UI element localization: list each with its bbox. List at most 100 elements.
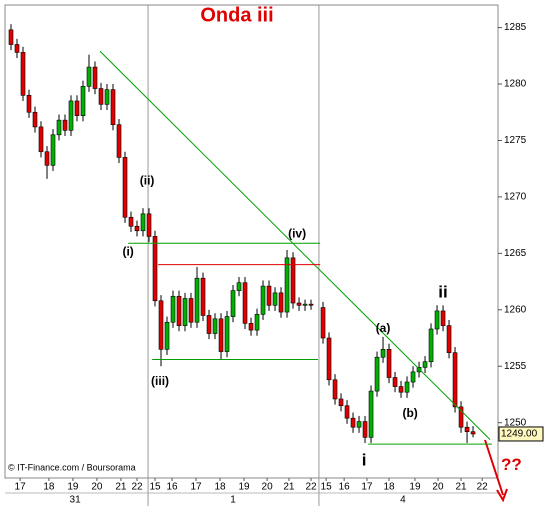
candle-body: [212, 318, 218, 334]
candle-body: [230, 290, 236, 317]
x-tick-label: 21: [455, 482, 467, 493]
day-label: 31: [70, 495, 82, 506]
y-tick-label: 1280: [504, 79, 527, 90]
y-tick-label: 1250: [504, 417, 527, 428]
x-tick-label: 18: [214, 482, 226, 493]
x-tick-label: 17: [15, 482, 27, 493]
candle-body: [236, 282, 242, 291]
candle-body: [410, 371, 416, 383]
chart-title: Onda iii: [200, 4, 273, 26]
candle-body: [284, 257, 290, 313]
candle-body: [458, 406, 464, 428]
candle-body: [38, 126, 44, 153]
y-tick-label: 1270: [504, 192, 527, 203]
last-price-box: [498, 426, 544, 442]
candle-body: [386, 349, 392, 378]
candle-body: [146, 213, 152, 237]
candle-body: [140, 213, 146, 232]
candle-body: [62, 119, 68, 131]
candle-body: [446, 325, 452, 353]
candle-body: [242, 282, 248, 324]
candle-body: [92, 66, 98, 89]
candle-body: [428, 328, 434, 363]
candle-body: [272, 292, 278, 306]
candle-body: [302, 303, 308, 306]
candle-body: [254, 314, 260, 331]
wave-label: (iii): [151, 374, 169, 388]
last-price-label: 1249.00: [501, 429, 538, 440]
candle-body: [158, 300, 164, 350]
wave-label: ii: [438, 282, 447, 301]
candle-body: [116, 124, 122, 158]
x-tick-label: 21: [115, 482, 127, 493]
candle-body: [404, 381, 410, 393]
candle-body: [338, 398, 344, 407]
wave-label: (ii): [140, 173, 155, 187]
day-label: 4: [400, 495, 406, 506]
candle-body: [26, 95, 32, 113]
x-tick-label: 20: [432, 482, 444, 493]
plot-frame: [4, 4, 499, 479]
candle-body: [56, 119, 62, 136]
candle-body: [110, 89, 116, 125]
candle-body: [362, 421, 368, 438]
candle-body: [122, 157, 128, 218]
candle-body: [176, 295, 182, 326]
candle-body: [170, 295, 176, 323]
candle-body: [452, 352, 458, 408]
candle-body: [374, 356, 380, 392]
candle-body: [320, 307, 326, 339]
candle-body: [440, 310, 446, 326]
wave-label: ??: [501, 455, 522, 474]
candle-body: [296, 302, 302, 306]
candle-body: [290, 257, 296, 304]
x-tick-label: 19: [409, 482, 421, 493]
candle-body: [182, 298, 188, 326]
x-tick-label: 15: [149, 482, 161, 493]
source: © IT-Finance.com / Boursorama: [8, 462, 136, 472]
y-tick-label: 1275: [504, 135, 527, 146]
trend-line: [99, 50, 491, 440]
candle-body: [194, 277, 200, 323]
candle-body: [188, 298, 194, 323]
wave-label: (iv): [288, 226, 306, 240]
x-tick-label: 20: [91, 482, 103, 493]
candle-body: [332, 379, 338, 400]
candle-body: [434, 310, 440, 330]
candle-body: [266, 285, 272, 306]
candle-body: [68, 100, 74, 131]
x-tick-label: 16: [166, 482, 178, 493]
candle-body: [128, 216, 134, 227]
y-tick-label: 1255: [504, 361, 527, 372]
candle-body: [200, 277, 206, 316]
x-tick-label: 20: [262, 482, 274, 493]
candle-body: [248, 323, 254, 331]
wave-label: i: [362, 451, 367, 470]
candle-body: [104, 89, 110, 105]
x-tick-label: 22: [131, 482, 143, 493]
x-tick-label: 17: [190, 482, 202, 493]
candle-body: [422, 361, 428, 368]
candle-body: [308, 303, 314, 306]
y-tick-label: 1260: [504, 304, 527, 315]
arrow: [484, 439, 508, 503]
x-tick-label: 18: [43, 482, 55, 493]
y-tick-label: 1265: [504, 248, 527, 259]
candle-body: [8, 29, 14, 45]
wave-label: (i): [122, 244, 133, 258]
candle-body: [350, 417, 356, 428]
candle-body: [14, 44, 20, 53]
candle-body: [470, 431, 476, 435]
candle-body: [44, 151, 50, 166]
candle-body: [98, 88, 104, 105]
candle-body: [164, 321, 170, 350]
candle-body: [206, 315, 212, 334]
x-tick-label: 15: [321, 482, 333, 493]
candle-body: [344, 405, 350, 419]
y-tick-label: 1285: [504, 22, 527, 33]
candle-body: [224, 316, 230, 352]
wave-label: (b): [402, 406, 417, 420]
candle-body: [260, 285, 266, 315]
x-tick-label: 16: [339, 482, 351, 493]
